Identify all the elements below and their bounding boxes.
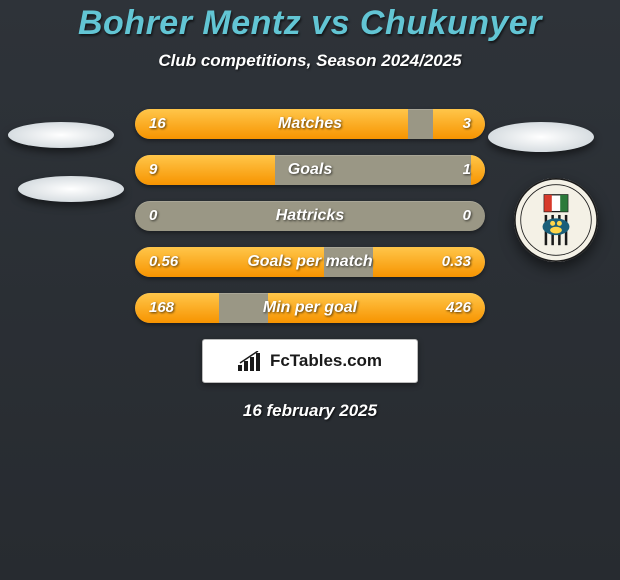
stat-value-left: 0 — [149, 201, 157, 231]
stat-value-right: 3 — [463, 109, 471, 139]
stat-row: Goals per match0.56 0.33 — [135, 247, 485, 277]
stat-label: Goals — [135, 155, 485, 185]
stat-label: Hattricks — [135, 201, 485, 231]
stat-label: Matches — [135, 109, 485, 139]
stat-row: Goals9 1 — [135, 155, 485, 185]
stat-value-left: 16 — [149, 109, 166, 139]
stats-table: Matches16 3 Goals9 1 Hattricks0 0 Goals per ma… — [0, 109, 620, 323]
branding-text: FcTables.com — [270, 351, 382, 371]
stat-value-right: 0.33 — [442, 247, 471, 277]
stat-row: Matches16 3 — [135, 109, 485, 139]
subtitle: Club competitions, Season 2024/2025 — [0, 51, 620, 71]
stat-value-left: 9 — [149, 155, 157, 185]
stat-value-right: 426 — [446, 293, 471, 323]
stat-value-left: 0.56 — [149, 247, 178, 277]
date-label: 16 february 2025 — [0, 401, 620, 421]
stat-value-right: 1 — [463, 155, 471, 185]
stat-value-left: 168 — [149, 293, 174, 323]
branding-badge[interactable]: FcTables.com — [202, 339, 418, 383]
stat-label: Goals per match — [135, 247, 485, 277]
stat-row: Min per goal168 426 — [135, 293, 485, 323]
stat-label: Min per goal — [135, 293, 485, 323]
stat-value-right: 0 — [463, 201, 471, 231]
page-title: Bohrer Mentz vs Chukunyer — [0, 4, 620, 43]
chart-bars-icon — [238, 351, 262, 371]
stat-row: Hattricks0 0 — [135, 201, 485, 231]
